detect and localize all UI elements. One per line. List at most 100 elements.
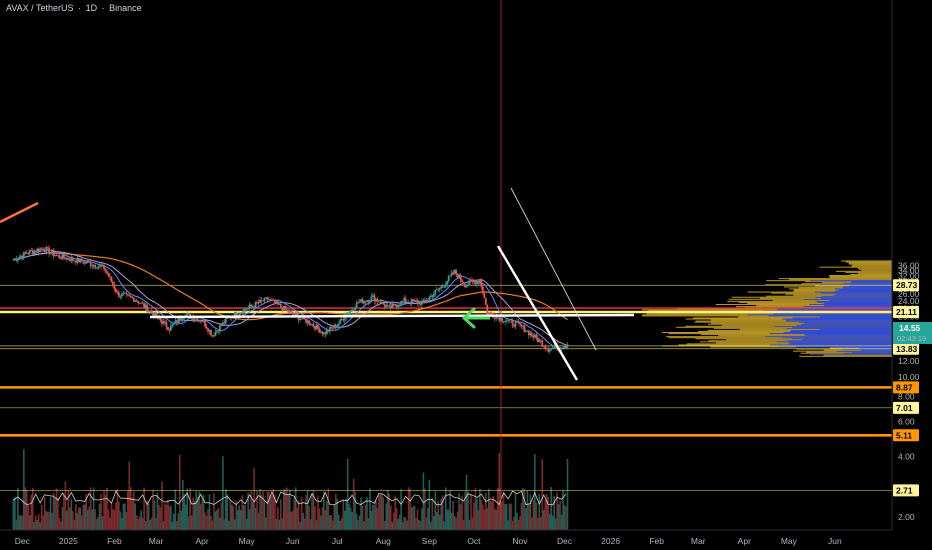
volume-bar bbox=[119, 511, 122, 530]
candle-body bbox=[467, 284, 469, 286]
candle-body bbox=[458, 274, 460, 278]
volume-bar bbox=[268, 491, 270, 530]
candle-body bbox=[112, 281, 114, 285]
volume-bar bbox=[392, 512, 395, 530]
candle-body bbox=[164, 321, 166, 322]
volume-bar bbox=[556, 492, 558, 530]
candle bbox=[507, 317, 510, 324]
volume-profile-value-area-bar bbox=[792, 317, 892, 319]
candle bbox=[14, 257, 16, 261]
candle-body bbox=[263, 297, 266, 302]
candle-body bbox=[330, 327, 333, 328]
volume-bar bbox=[327, 488, 330, 530]
volume-bar bbox=[532, 500, 535, 530]
candle-body bbox=[110, 276, 113, 282]
candle-body bbox=[435, 289, 438, 291]
candle bbox=[424, 297, 426, 304]
candle bbox=[97, 265, 100, 271]
volume-bar bbox=[213, 493, 215, 530]
volume-bar bbox=[42, 515, 44, 530]
volume-bar bbox=[528, 503, 530, 530]
volume-bar bbox=[557, 504, 560, 530]
candle bbox=[70, 255, 73, 264]
candle-body bbox=[455, 269, 458, 274]
volume-bar bbox=[202, 495, 205, 530]
volume-bar bbox=[520, 502, 523, 530]
volume-bar bbox=[125, 512, 128, 530]
volume-bar bbox=[563, 505, 566, 530]
volume-bar bbox=[498, 453, 500, 530]
volume-bar bbox=[348, 503, 350, 530]
candle bbox=[115, 288, 117, 294]
volume-bar bbox=[222, 456, 224, 530]
candle-body bbox=[36, 248, 39, 252]
symbol-header[interactable]: AVAX / TetherUS · 1D · Binance bbox=[6, 3, 144, 13]
downtrend-line-white[interactable] bbox=[496, 245, 579, 381]
candle bbox=[146, 301, 149, 314]
candle bbox=[57, 252, 59, 258]
candle-body bbox=[76, 257, 79, 263]
volume-bar bbox=[269, 496, 272, 530]
candle bbox=[379, 298, 382, 305]
candle bbox=[119, 295, 122, 300]
level-badge-label: 8.87 bbox=[896, 382, 913, 392]
candle bbox=[19, 253, 22, 259]
candle-body bbox=[91, 265, 94, 267]
volume-profile-value-area-bar bbox=[764, 336, 892, 338]
volume-bar bbox=[379, 494, 382, 530]
candle-body bbox=[24, 252, 27, 254]
candle bbox=[400, 300, 403, 307]
candle-body bbox=[507, 320, 510, 322]
volume-bar bbox=[560, 514, 563, 530]
candle-body bbox=[422, 299, 425, 302]
candle bbox=[504, 318, 507, 326]
volume-profile-bar bbox=[710, 322, 892, 324]
volume-bar bbox=[355, 513, 358, 530]
time-axis-panel[interactable] bbox=[0, 530, 892, 550]
volume-profile-bar bbox=[738, 301, 892, 303]
candle-body bbox=[416, 300, 419, 304]
candle bbox=[98, 262, 101, 269]
candle-body bbox=[278, 304, 281, 305]
candle bbox=[333, 323, 336, 330]
candle bbox=[443, 284, 446, 288]
candle bbox=[409, 302, 411, 307]
volume-bar bbox=[376, 508, 379, 530]
volume-bar bbox=[496, 488, 499, 530]
level-badge-label: 21.11 bbox=[896, 307, 917, 317]
candle bbox=[376, 297, 379, 305]
candle bbox=[354, 306, 356, 313]
candle bbox=[129, 295, 132, 299]
candle bbox=[288, 308, 291, 314]
volume-profile-bar bbox=[848, 262, 892, 264]
candle bbox=[211, 334, 214, 338]
volume-bar bbox=[97, 516, 99, 530]
candle-body bbox=[421, 301, 423, 305]
volume-bar bbox=[438, 514, 441, 530]
candle-body bbox=[213, 335, 215, 337]
candle bbox=[398, 303, 401, 307]
volume-bar bbox=[452, 500, 454, 530]
price-axis-panel[interactable] bbox=[892, 0, 932, 530]
candle bbox=[116, 289, 119, 295]
candle bbox=[474, 280, 477, 287]
volume-bar bbox=[58, 518, 61, 530]
candle-body bbox=[287, 309, 290, 313]
candle-body bbox=[380, 301, 383, 304]
candle bbox=[297, 312, 300, 324]
candle bbox=[120, 290, 123, 300]
candle bbox=[24, 250, 27, 255]
volume-bar bbox=[446, 509, 448, 530]
candle-body bbox=[465, 284, 468, 288]
support-line[interactable] bbox=[149, 313, 635, 319]
candle bbox=[428, 295, 431, 303]
orange-arc-drawing bbox=[0, 201, 39, 224]
candle-body bbox=[98, 265, 101, 267]
volume-bar bbox=[510, 503, 512, 530]
candle bbox=[207, 327, 209, 335]
candle bbox=[532, 333, 535, 341]
candle bbox=[68, 256, 71, 262]
volume-bar bbox=[253, 468, 255, 530]
candle-body bbox=[539, 339, 542, 342]
